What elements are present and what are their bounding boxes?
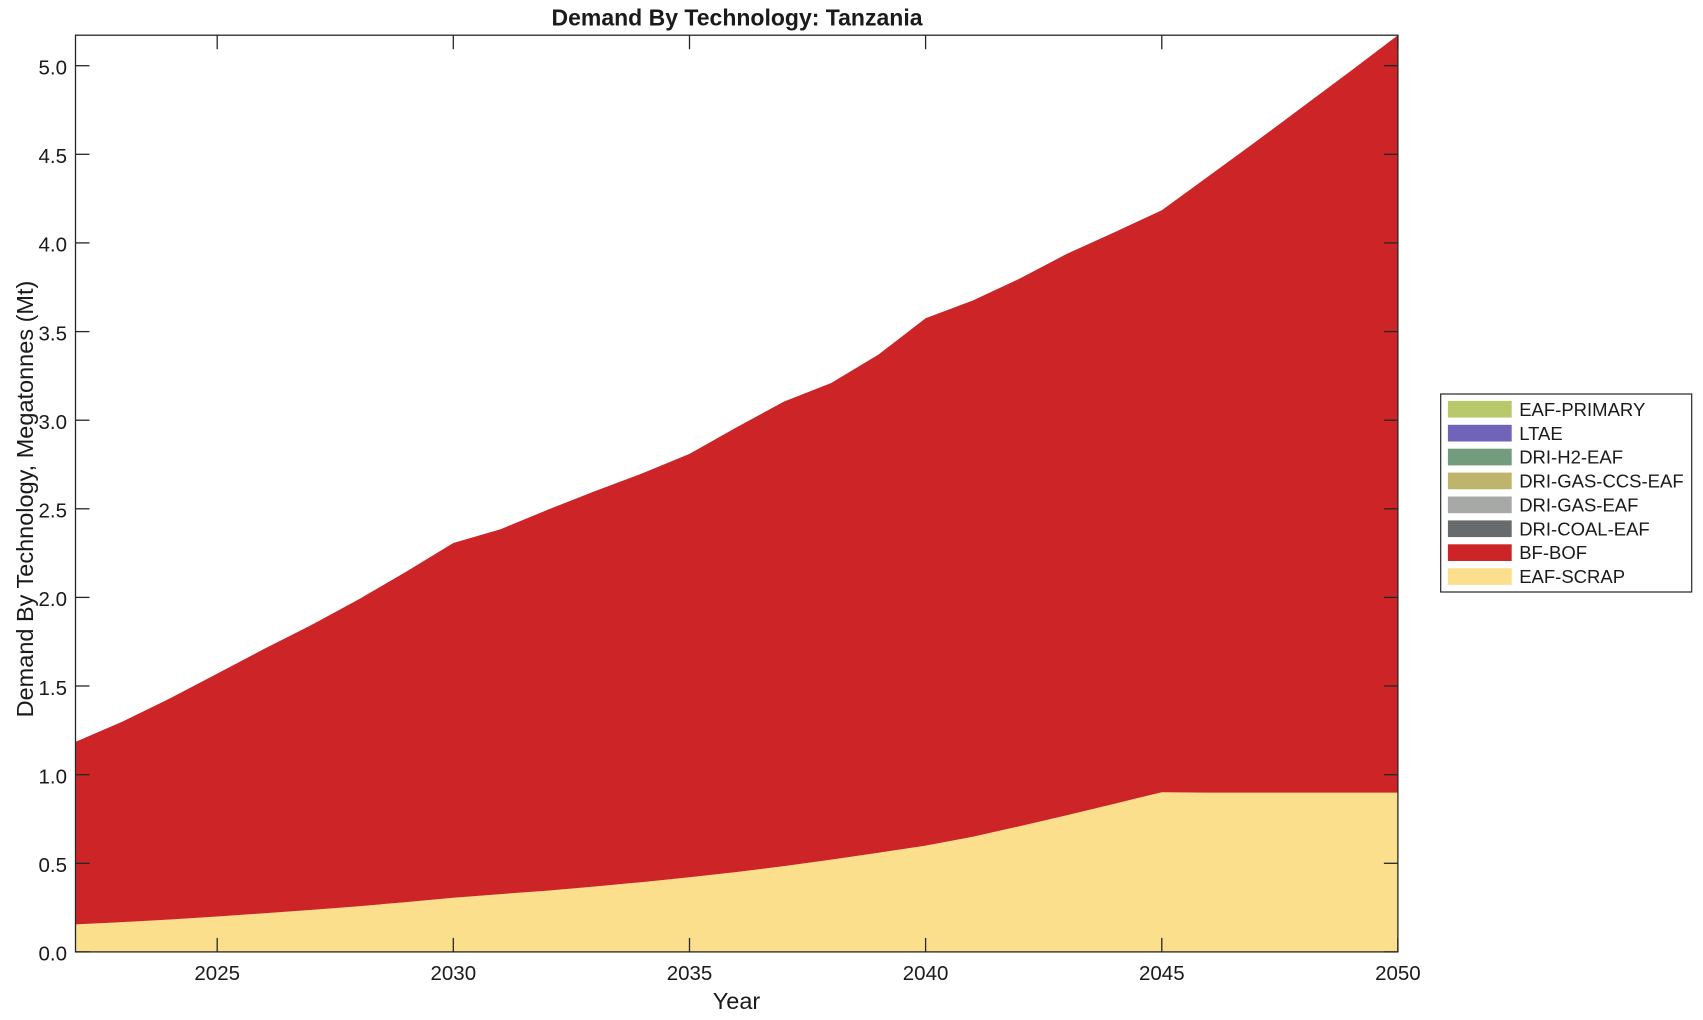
svg-text:0.5: 0.5	[39, 854, 68, 877]
svg-text:2.0: 2.0	[39, 588, 68, 611]
svg-text:DRI-H2-EAF: DRI-H2-EAF	[1519, 447, 1623, 468]
svg-text:DRI-COAL-EAF: DRI-COAL-EAF	[1519, 518, 1650, 539]
svg-text:2045: 2045	[1139, 962, 1185, 985]
svg-text:EAF-SCRAP: EAF-SCRAP	[1519, 566, 1625, 587]
svg-text:DRI-GAS-EAF: DRI-GAS-EAF	[1519, 495, 1638, 516]
svg-text:Demand By Technology: Tanzania: Demand By Technology: Tanzania	[551, 5, 922, 31]
svg-text:2040: 2040	[903, 962, 949, 985]
svg-text:Demand By Technology, Megatonn: Demand By Technology, Megatonnes (Mt)	[12, 281, 38, 718]
svg-text:Year: Year	[713, 988, 761, 1014]
svg-text:2035: 2035	[667, 962, 713, 985]
svg-text:2030: 2030	[430, 962, 476, 985]
svg-text:5.0: 5.0	[39, 57, 68, 80]
svg-text:3.5: 3.5	[39, 322, 68, 345]
svg-text:2025: 2025	[194, 962, 240, 985]
svg-text:LTAE: LTAE	[1519, 423, 1563, 444]
svg-text:4.0: 4.0	[39, 234, 68, 257]
svg-text:2.5: 2.5	[39, 500, 68, 523]
svg-text:3.0: 3.0	[39, 411, 68, 434]
svg-text:DRI-GAS-CCS-EAF: DRI-GAS-CCS-EAF	[1519, 471, 1683, 492]
svg-text:BF-BOF: BF-BOF	[1519, 542, 1587, 563]
svg-text:2050: 2050	[1375, 962, 1421, 985]
svg-text:0.0: 0.0	[39, 943, 68, 966]
svg-text:1.5: 1.5	[39, 677, 68, 700]
svg-text:4.5: 4.5	[39, 145, 68, 168]
svg-text:1.0: 1.0	[39, 766, 68, 789]
svg-text:EAF-PRIMARY: EAF-PRIMARY	[1519, 399, 1645, 420]
